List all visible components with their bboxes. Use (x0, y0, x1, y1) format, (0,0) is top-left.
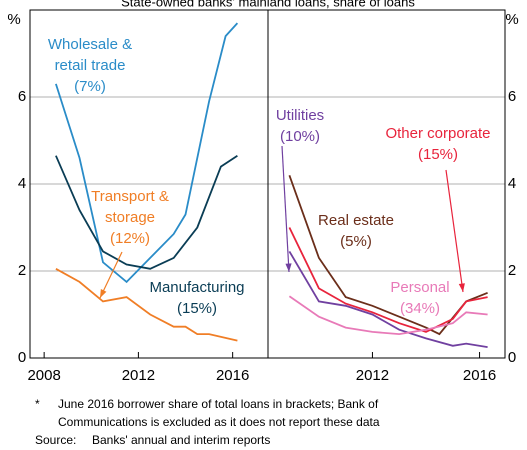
arrow-head (100, 289, 107, 298)
unit-label: % (7, 11, 20, 28)
y-tick-label: 2 (508, 262, 516, 279)
y-tick-label: 6 (508, 88, 516, 105)
annotation: Personal (390, 279, 449, 296)
arrow (99, 251, 123, 299)
annotation: (15%) (177, 300, 217, 317)
x-tick-label: 2012 (356, 367, 389, 384)
annotation: Other corporate (385, 125, 490, 142)
line-series (55, 268, 238, 342)
annotation: Wholesale & (48, 36, 132, 53)
annotation: (34%) (400, 300, 440, 317)
arrow (281, 145, 290, 273)
annotation: Real estate (318, 212, 394, 229)
line-series (55, 154, 238, 270)
annotation: storage (105, 209, 155, 226)
unit-label: % (505, 11, 518, 28)
y-tick-label: 0 (508, 349, 516, 366)
annotation: (7%) (74, 78, 106, 95)
chart-title: State-owned banks' mainland loans, share… (121, 0, 415, 9)
footnote: June 2016 borrower share of total loans … (58, 397, 379, 411)
line-series (288, 227, 488, 333)
footnote: Communications is excluded as it does no… (58, 415, 380, 429)
annotation: Transport & (91, 188, 169, 205)
x-tick-label: 2012 (122, 367, 155, 384)
y-tick-label: 4 (18, 175, 26, 192)
arrow-head (285, 263, 292, 272)
annotation: (10%) (280, 128, 320, 145)
footnote-marker: * (35, 397, 40, 411)
y-tick-label: 4 (508, 175, 516, 192)
x-tick-label: 2016 (216, 367, 249, 384)
annotation: (15%) (418, 146, 458, 163)
annotation: (5%) (340, 233, 372, 250)
y-tick-label: 2 (18, 262, 26, 279)
annotation: Manufacturing (149, 279, 244, 296)
annotation: Utilities (276, 107, 324, 124)
x-tick-label: 2016 (463, 367, 496, 384)
line-series (288, 295, 488, 336)
line-series (288, 250, 488, 348)
annotation: retail trade (55, 57, 126, 74)
y-tick-label: 0 (18, 349, 26, 366)
source-label: Source: (35, 433, 76, 447)
arrow-head (458, 283, 465, 292)
x-tick-label: 2008 (27, 367, 60, 384)
line-series (55, 22, 239, 284)
source: Banks' annual and interim reports (92, 433, 270, 447)
y-tick-label: 6 (18, 88, 26, 105)
arrow (445, 169, 464, 293)
annotation: (12%) (110, 230, 150, 247)
